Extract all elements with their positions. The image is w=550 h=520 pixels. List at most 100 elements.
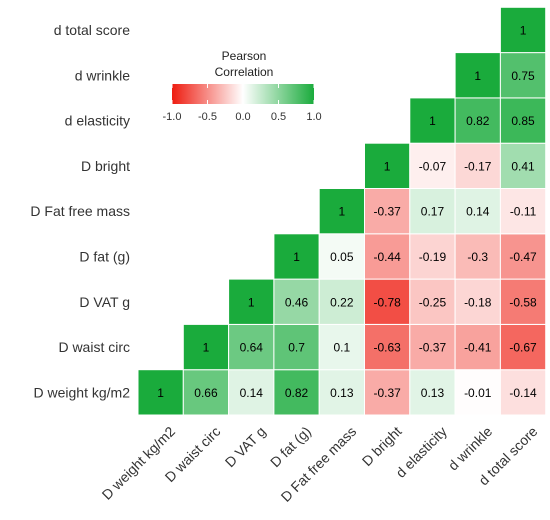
heatmap-cell-d-vat-g-vs-d-vat-g: 1 bbox=[228, 278, 275, 325]
cell-value-label: 0.17 bbox=[421, 205, 445, 219]
cell-rect bbox=[499, 278, 547, 325]
heatmap-cell-d-waist-circ-vs-d-vat-g: 0.64 bbox=[228, 323, 275, 371]
cell-value-label: -0.11 bbox=[510, 205, 537, 219]
cell-rect bbox=[273, 233, 320, 280]
cell-value-label: 0.13 bbox=[421, 386, 445, 400]
cell-rect bbox=[499, 6, 547, 54]
heatmap-cell-d-wrinkle-vs-d-total-score: 0.75 bbox=[499, 52, 547, 99]
y-axis-tick-labels: d total score d wrinkle d elasticity D brig… bbox=[30, 22, 130, 400]
cell-value-label: -0.47 bbox=[509, 250, 537, 264]
cell-rect bbox=[454, 233, 501, 280]
cell-value-label: 1 bbox=[429, 114, 436, 128]
cell-value-label: -0.37 bbox=[373, 205, 401, 219]
heatmap-cell-d-elasticity-vs-d-total-score: 0.85 bbox=[499, 97, 547, 144]
cell-value-label: 0.66 bbox=[194, 386, 218, 400]
cell-value-label: 0.82 bbox=[285, 386, 309, 400]
cell-rect bbox=[318, 369, 366, 416]
cell-value-label: -0.37 bbox=[373, 386, 401, 400]
heatmap-cell-d-weight-kg-m2-vs-d-total-score: -0.14 bbox=[499, 369, 547, 416]
cell-rect bbox=[364, 142, 411, 189]
heatmap-cell-d-bright-vs-d-total-score: 0.41 bbox=[499, 142, 547, 189]
cell-rect bbox=[499, 188, 547, 235]
heatmap-cell-d-weight-kg-m2-vs-d-bright: -0.37 bbox=[364, 369, 411, 416]
heatmap-cell-d-fat-free-mass-vs-d-total-score: -0.11 bbox=[499, 188, 547, 235]
legend-tick-label: 0.0 bbox=[235, 111, 250, 123]
cell-value-label: 1 bbox=[339, 205, 346, 219]
cell-value-label: 0.14 bbox=[466, 205, 490, 219]
cell-rect bbox=[454, 369, 501, 416]
heatmap-cell-d-bright-vs-d-elasticity: -0.07 bbox=[409, 142, 456, 189]
x-tick-label-d-vat-g: D VAT g bbox=[222, 423, 269, 470]
heatmap-cell-d-total-score-vs-d-total-score: 1 bbox=[499, 6, 547, 54]
heatmap-cell-d-fat-g-vs-d-wrinkle: -0.3 bbox=[454, 233, 501, 280]
cell-rect bbox=[454, 52, 501, 99]
legend-ticks: -1.0 -0.5 0.0 0.5 1.0 bbox=[163, 84, 322, 123]
cell-value-label: -0.44 bbox=[373, 250, 401, 264]
cell-rect bbox=[182, 323, 230, 371]
cell-value-label: 0.7 bbox=[288, 341, 305, 355]
cell-rect bbox=[454, 97, 501, 144]
cell-value-label: 0.85 bbox=[511, 114, 535, 128]
heatmap-cell-d-elasticity-vs-d-wrinkle: 0.82 bbox=[454, 97, 501, 144]
cell-rect bbox=[137, 369, 184, 416]
y-tick-label-d-fat-free-mass: D Fat free mass bbox=[30, 203, 130, 219]
cell-value-label: -0.41 bbox=[464, 341, 492, 355]
heatmap-cell-d-weight-kg-m2-vs-d-elasticity: 0.13 bbox=[409, 369, 456, 416]
heatmap-cell-d-weight-kg-m2-vs-d-vat-g: 0.14 bbox=[228, 369, 275, 416]
cell-value-label: 1 bbox=[293, 250, 300, 264]
cell-rect bbox=[318, 323, 366, 371]
heatmap-cell-d-waist-circ-vs-d-elasticity: -0.37 bbox=[409, 323, 456, 371]
color-legend: Pearson Correlation -1.0 -0.5 0.0 0.5 1.0 bbox=[163, 49, 322, 123]
heatmap-cells: 1 0.66 0.14 0.82 0.13 -0.37 0.13 -0.01 -0.14 1 0.6… bbox=[137, 6, 547, 416]
heatmap-cell-d-vat-g-vs-d-total-score: -0.58 bbox=[499, 278, 547, 325]
legend-colorbar bbox=[172, 84, 314, 104]
cell-value-label: -0.63 bbox=[373, 341, 401, 355]
cell-rect bbox=[409, 233, 456, 280]
cell-value-label: -0.67 bbox=[509, 341, 537, 355]
y-tick-label-d-vat-g: D VAT g bbox=[79, 294, 130, 310]
cell-value-label: -0.25 bbox=[419, 295, 447, 309]
cell-rect bbox=[318, 278, 366, 325]
heatmap-cell-d-waist-circ-vs-d-fat-free-mass: 0.1 bbox=[318, 323, 366, 371]
cell-rect bbox=[499, 233, 547, 280]
cell-value-label: 0.22 bbox=[330, 295, 354, 309]
heatmap-cell-d-waist-circ-vs-d-wrinkle: -0.41 bbox=[454, 323, 501, 371]
heatmap-cell-d-elasticity-vs-d-elasticity: 1 bbox=[409, 97, 456, 144]
legend-tick-label: 1.0 bbox=[306, 111, 321, 123]
heatmap-cell-d-weight-kg-m2-vs-d-waist-circ: 0.66 bbox=[182, 369, 230, 416]
heatmap-cell-d-waist-circ-vs-d-fat-g: 0.7 bbox=[273, 323, 320, 371]
cell-value-label: 0.75 bbox=[511, 69, 535, 83]
heatmap-cell-d-fat-free-mass-vs-d-wrinkle: 0.14 bbox=[454, 188, 501, 235]
heatmap-cell-d-weight-kg-m2-vs-d-fat-g: 0.82 bbox=[273, 369, 320, 416]
cell-value-label: -0.14 bbox=[509, 386, 537, 400]
legend-title-line2: Correlation bbox=[215, 65, 274, 79]
cell-rect bbox=[364, 233, 411, 280]
heatmap-cell-d-fat-g-vs-d-total-score: -0.47 bbox=[499, 233, 547, 280]
cell-value-label: 1 bbox=[248, 295, 255, 309]
heatmap-cell-d-vat-g-vs-d-elasticity: -0.25 bbox=[409, 278, 456, 325]
heatmap-cell-d-bright-vs-d-bright: 1 bbox=[364, 142, 411, 189]
cell-value-label: 0.46 bbox=[285, 295, 309, 309]
cell-value-label: -0.19 bbox=[419, 250, 447, 264]
heatmap-cell-d-weight-kg-m2-vs-d-weight-kg-m2: 1 bbox=[137, 369, 184, 416]
heatmap-cell-d-waist-circ-vs-d-total-score: -0.67 bbox=[499, 323, 547, 371]
heatmap-cell-d-weight-kg-m2-vs-d-fat-free-mass: 0.13 bbox=[318, 369, 366, 416]
heatmap-cell-d-vat-g-vs-d-bright: -0.78 bbox=[364, 278, 411, 325]
cell-value-label: -0.78 bbox=[373, 295, 401, 309]
y-tick-label-d-weight-kg-m2: D weight kg/m2 bbox=[34, 384, 131, 400]
cell-value-label: 0.41 bbox=[511, 159, 535, 173]
cell-value-label: 1 bbox=[384, 159, 391, 173]
heatmap-cell-d-vat-g-vs-d-wrinkle: -0.18 bbox=[454, 278, 501, 325]
cell-value-label: 0.1 bbox=[334, 341, 351, 355]
heatmap-cell-d-fat-g-vs-d-elasticity: -0.19 bbox=[409, 233, 456, 280]
legend-title-line1: Pearson bbox=[222, 49, 267, 63]
cell-value-label: 1 bbox=[520, 23, 527, 37]
x-tick-label-d-weight-kg-m2: D weight kg/m2 bbox=[99, 423, 179, 503]
cell-value-label: -0.58 bbox=[509, 295, 537, 309]
heatmap-cell-d-wrinkle-vs-d-wrinkle: 1 bbox=[454, 52, 501, 99]
y-tick-label-d-elasticity: d elasticity bbox=[65, 113, 130, 129]
heatmap-cell-d-fat-free-mass-vs-d-bright: -0.37 bbox=[364, 188, 411, 235]
heatmap-cell-d-fat-g-vs-d-fat-g: 1 bbox=[273, 233, 320, 280]
cell-value-label: -0.37 bbox=[419, 341, 447, 355]
